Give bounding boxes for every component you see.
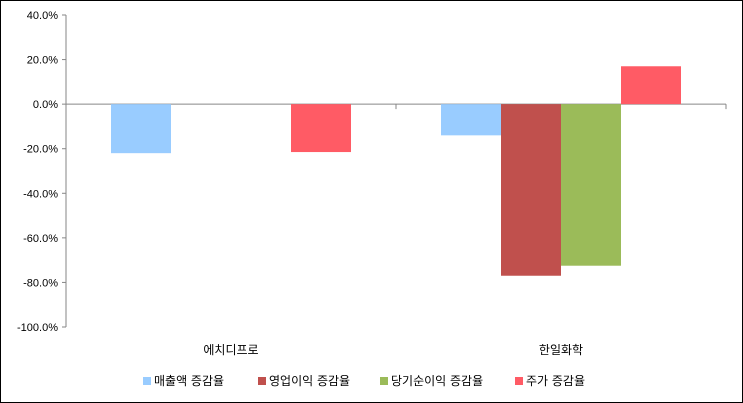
bar <box>111 104 171 154</box>
legend-swatch <box>380 377 388 385</box>
bar <box>621 66 681 105</box>
bar <box>561 104 621 266</box>
y-tick-label: 0.0% <box>33 99 58 111</box>
bar <box>441 104 501 136</box>
y-tick-label: 40.0% <box>27 10 58 22</box>
legend-label: 주가 증감율 <box>526 374 585 388</box>
legend-swatch <box>143 377 151 385</box>
bar <box>291 104 351 153</box>
y-tick-label: -40.0% <box>23 188 58 200</box>
legend-swatch <box>515 377 523 385</box>
y-tick-label: -20.0% <box>23 144 58 156</box>
y-tick-label: -60.0% <box>23 233 58 245</box>
legend-label: 영업이익 증감율 <box>269 374 350 388</box>
legend-label: 당기순이익 증감율 <box>391 374 483 388</box>
x-category-label: 한일화학 <box>539 343 583 357</box>
y-tick-label: 20.0% <box>27 55 58 67</box>
x-category-label: 에치디프로 <box>203 343 258 357</box>
legend-swatch <box>258 377 266 385</box>
bar <box>501 104 561 276</box>
y-tick-label: -100.0% <box>17 322 58 334</box>
y-tick-label: -80.0% <box>23 277 58 289</box>
legend-label: 매출액 증감율 <box>154 374 224 388</box>
